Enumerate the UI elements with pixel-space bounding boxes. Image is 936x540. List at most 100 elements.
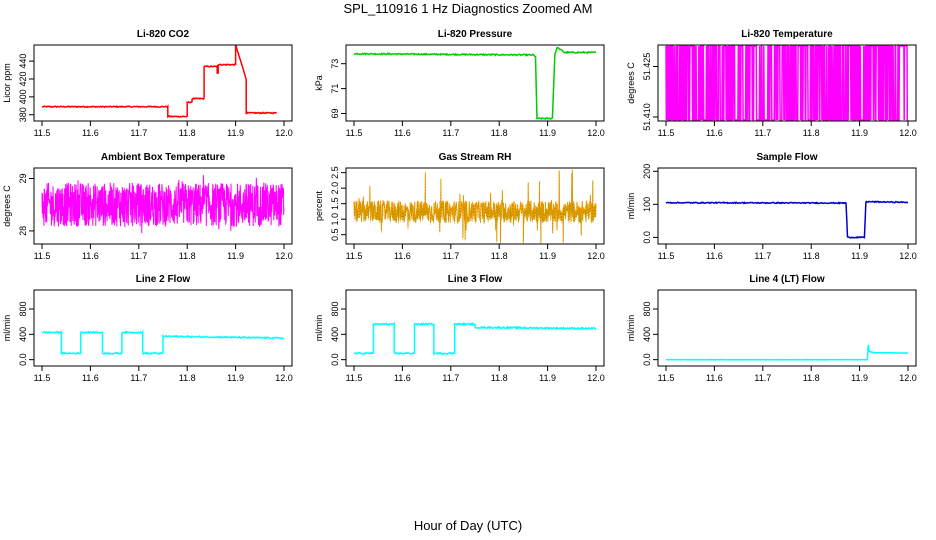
x-tick-label: 11.7 [130,373,147,383]
series-line [41,174,285,234]
x-tick-label: 11.9 [539,373,556,383]
x-tick-label: 11.8 [803,373,820,383]
x-tick-label: 11.6 [394,373,411,383]
series-line [353,169,597,243]
x-tick-label: 11.9 [851,251,868,261]
x-tick-label: 11.5 [658,128,675,138]
x-tick-label: 12.0 [587,128,605,138]
y-tick-label: 400 [330,327,340,342]
y-tick-label: 69 [330,109,340,119]
plot-frame [345,289,605,367]
x-tick-label: 11.8 [803,251,820,261]
plot-frame [33,167,293,245]
x-tick-label: 12.0 [275,251,293,261]
x-tick-label: 11.6 [706,251,723,261]
x-tick-label: 11.9 [851,373,868,383]
y-tick-label: 420 [18,71,28,86]
plot-frame [345,44,605,122]
y-tick-label: 200 [642,164,652,179]
x-tick-label: 11.5 [658,373,675,383]
series-line [665,45,909,121]
panel-title: Sample Flow [756,152,817,163]
panel-co2: Li-820 CO2 11.5 11.6 11.7 11.8 11.9 12.0 380 400… [2,29,293,138]
y-axis-label: ml/min [626,193,636,220]
y-tick-label: 28 [18,226,28,236]
plot-frame [657,44,917,122]
x-tick-label: 11.6 [394,128,411,138]
x-tick-label: 12.0 [899,128,917,138]
y-tick-label: 2.5 [330,166,340,179]
y-axis-label: ml/min [626,315,636,342]
x-axis-caption: Hour of Day (UTC) [413,518,523,533]
panel-line2: Line 2 Flow 11.5 11.6 11.7 11.8 11.9 12.0 0.0 40… [2,274,293,383]
x-tick-label: 11.8 [179,373,196,383]
y-tick-label: 800 [18,301,28,316]
figure-title: SPL_110916 1 Hz Diagnostics Zoomed AM [343,1,593,16]
series-line [353,321,597,356]
panel-title: Li-820 CO2 [137,29,190,40]
y-tick-label: 400 [18,327,28,342]
y-tick-label: 0.0 [18,353,28,366]
y-tick-label: 51.425 [642,53,652,81]
y-axis-label: ml/min [314,315,324,342]
y-tick-label: 400 [642,327,652,342]
x-tick-label: 11.5 [658,251,675,261]
x-tick-label: 11.9 [227,373,244,383]
panel-line3: Line 3 Flow 11.5 11.6 11.7 11.8 11.9 12.0 0.0 40… [314,274,605,383]
x-tick-label: 12.0 [587,373,605,383]
panel-title: Ambient Box Temperature [101,152,226,163]
y-axis-label: kPa [314,75,324,91]
y-axis-label: Licor ppm [2,63,12,103]
plot-frame [33,44,293,122]
panel-line4: Line 4 (LT) Flow 11.5 11.6 11.7 11.8 11.9 12.0… [626,274,917,383]
y-tick-label: 0.0 [642,353,652,366]
x-tick-label: 11.9 [227,128,244,138]
x-tick-label: 12.0 [899,251,917,261]
y-tick-label: 440 [18,54,28,69]
panel-title: Gas Stream RH [439,152,512,163]
panel-title: Line 3 Flow [448,274,503,285]
series-line [665,200,909,239]
plot-frame [657,167,917,245]
x-tick-label: 12.0 [899,373,917,383]
x-tick-label: 11.5 [346,128,363,138]
x-tick-label: 11.7 [130,128,147,138]
y-tick-label: 0.5 [330,228,340,241]
x-tick-label: 11.8 [179,128,196,138]
x-tick-label: 11.9 [539,251,556,261]
panel-title: Line 4 (LT) Flow [749,274,825,285]
y-axis-label: degrees C [2,185,12,227]
panel-licor-temp: Li-820 Temperature 11.5 11.6 11.7 11.8 11.9 12… [626,29,917,138]
plot-frame [657,289,917,367]
x-tick-label: 11.6 [82,128,99,138]
y-axis-label: ml/min [2,315,12,342]
y-tick-label: 100 [642,197,652,212]
series-line-secondary [353,170,597,245]
y-tick-label: 0.0 [330,353,340,366]
y-tick-label: 800 [330,301,340,316]
y-tick-label: 71 [330,84,340,94]
x-tick-label: 11.8 [491,373,508,383]
x-tick-label: 11.5 [34,251,51,261]
y-axis-label: percent [314,190,324,221]
series-line [354,46,597,120]
series-line [666,344,908,361]
panel-pressure: Li-820 Pressure 11.5 11.6 11.7 11.8 11.9 12.0 6… [314,29,605,138]
y-tick-label: 51.410 [642,103,652,131]
panel-box-temp: Ambient Box Temperature 11.5 11.6 11.7 11.8 1… [2,152,293,261]
y-tick-label: 73 [330,59,340,69]
x-tick-label: 11.7 [754,251,771,261]
series-line [41,44,278,119]
x-tick-label: 11.6 [706,373,723,383]
y-axis-label: degrees C [626,62,636,104]
panel-title: Li-820 Temperature [741,29,833,40]
x-tick-label: 11.6 [706,128,723,138]
x-tick-label: 11.7 [130,251,147,261]
y-tick-label: 400 [18,89,28,104]
x-tick-label: 11.5 [346,373,363,383]
x-tick-label: 11.8 [179,251,196,261]
x-tick-label: 11.5 [346,251,363,261]
plot-frame [345,167,605,245]
x-tick-label: 11.5 [34,128,51,138]
